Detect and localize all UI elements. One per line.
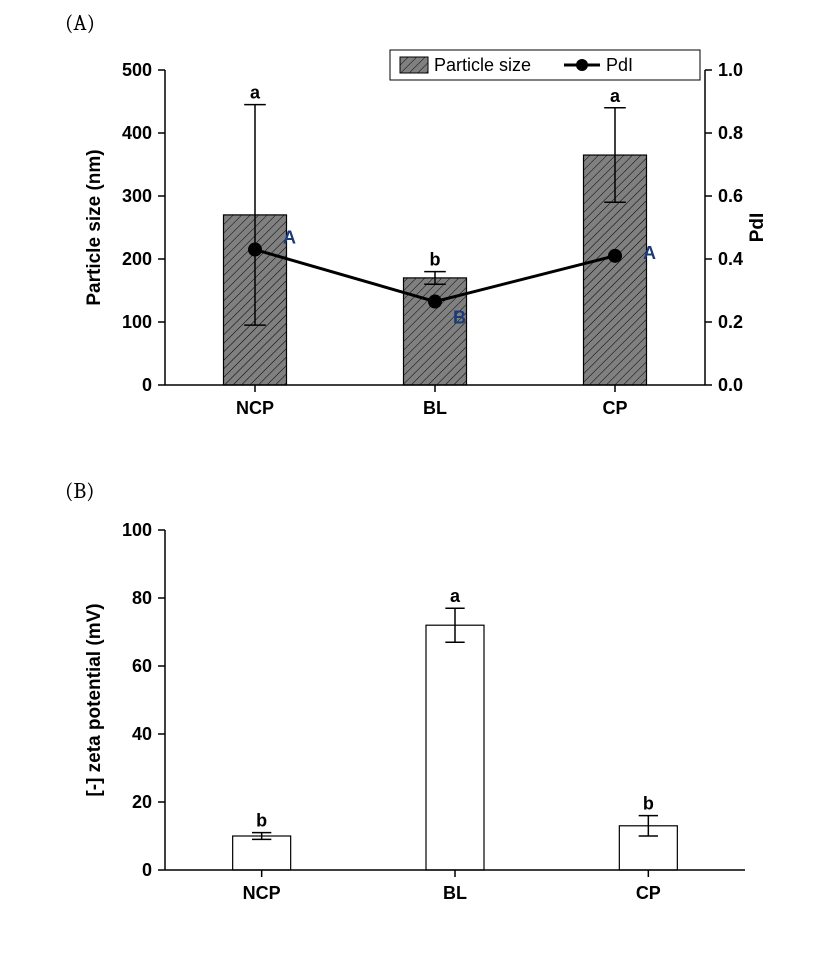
svg-text:[-] zeta potential (mV): [-] zeta potential (mV) xyxy=(84,603,105,796)
page: (A) abaABA01002003004005000.00.20.40.60.… xyxy=(0,0,827,967)
svg-text:20: 20 xyxy=(132,792,152,812)
svg-text:Particle size: Particle size xyxy=(434,55,531,75)
svg-text:300: 300 xyxy=(122,186,152,206)
svg-text:B: B xyxy=(453,308,466,328)
svg-text:0.0: 0.0 xyxy=(718,375,743,395)
chart-a: a b a A B A 0 100 200 300 400 500 0.0 0.2 0.4 0.6 0.8 1.0… xyxy=(60,40,780,460)
panel-a-label: (A) xyxy=(65,10,95,36)
svg-text:PdI: PdI xyxy=(747,213,768,243)
svg-text:500: 500 xyxy=(122,60,152,80)
svg-text:CP: CP xyxy=(602,398,627,418)
panel-b-label: (B) xyxy=(65,478,95,504)
svg-text:A: A xyxy=(283,228,296,248)
svg-text:40: 40 xyxy=(132,724,152,744)
svg-text:b: b xyxy=(430,250,441,270)
chart-b-wrap: b a b 0 20 40 60 80 100 NCP BL CP [-] zeta potential… xyxy=(60,510,780,940)
svg-text:NCP: NCP xyxy=(236,398,274,418)
svg-text:PdI: PdI xyxy=(606,55,633,75)
svg-text:60: 60 xyxy=(132,656,152,676)
chart-a-wrap: a b a A B A 0 100 200 300 400 500 0.0 0.2 0.4 0.6 0.8 1.0… xyxy=(60,40,780,460)
svg-text:0.6: 0.6 xyxy=(718,186,743,206)
svg-text:NCP: NCP xyxy=(243,883,281,903)
svg-text:b: b xyxy=(643,794,654,814)
svg-text:a: a xyxy=(250,83,261,103)
svg-text:100: 100 xyxy=(122,312,152,332)
svg-text:80: 80 xyxy=(132,588,152,608)
svg-text:0: 0 xyxy=(142,860,152,880)
chart-b: b a b 0 20 40 60 80 100 NCP BL CP [-] zeta potential… xyxy=(60,510,780,940)
svg-text:Particle size (nm): Particle size (nm) xyxy=(84,149,105,305)
svg-text:A: A xyxy=(643,243,656,263)
svg-text:a: a xyxy=(610,86,621,106)
svg-text:0: 0 xyxy=(142,375,152,395)
svg-text:BL: BL xyxy=(443,883,467,903)
svg-text:0.2: 0.2 xyxy=(718,312,743,332)
svg-text:b: b xyxy=(256,811,267,831)
svg-text:0.8: 0.8 xyxy=(718,123,743,143)
svg-text:CP: CP xyxy=(636,883,661,903)
svg-text:1.0: 1.0 xyxy=(718,60,743,80)
svg-text:400: 400 xyxy=(122,123,152,143)
svg-text:200: 200 xyxy=(122,249,152,269)
svg-text:100: 100 xyxy=(122,520,152,540)
svg-text:BL: BL xyxy=(423,398,447,418)
svg-text:a: a xyxy=(450,586,461,606)
svg-text:0.4: 0.4 xyxy=(718,249,743,269)
